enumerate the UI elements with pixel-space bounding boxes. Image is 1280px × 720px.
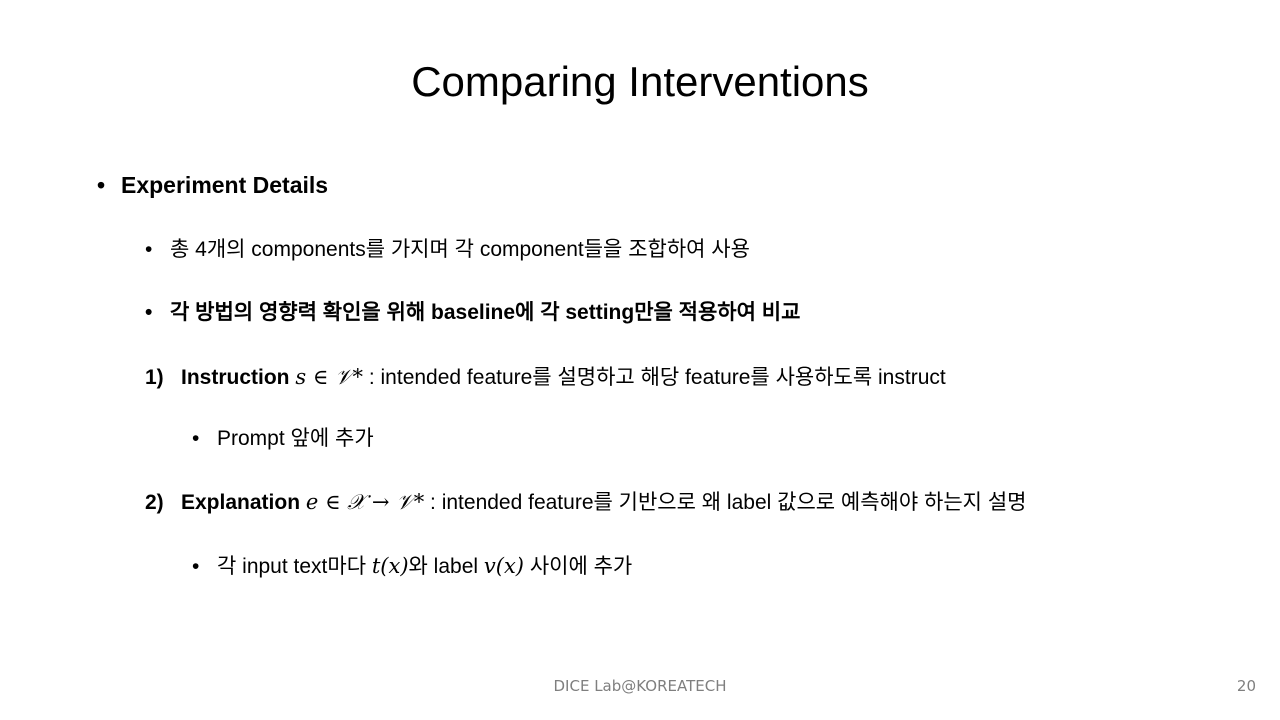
point-components: • 총 4개의 components를 가지며 각 component들을 조합하… <box>145 236 750 264</box>
point-baseline: • 각 방법의 영향력 확인을 위해 baseline에 각 setting만을 … <box>145 299 800 327</box>
item-number: 2) <box>145 491 164 514</box>
page-number: 20 <box>1236 677 1256 695</box>
math-t-x: t(x) <box>371 554 409 578</box>
slide-title: Comparing Interventions <box>411 58 869 105</box>
sub-explanation-suffix: 사이에 추가 <box>523 555 633 578</box>
sub-explanation-prefix: 각 input text마다 <box>217 555 372 578</box>
sub-instruction-text: Prompt 앞에 추가 <box>217 427 374 450</box>
sub-explanation-mid: 와 label <box>408 555 484 578</box>
item-math: e ∈ 𝒳 → 𝒱* <box>305 490 425 514</box>
section-heading: Experiment Details <box>121 172 329 198</box>
point-baseline-text: 각 방법의 영향력 확인을 위해 baseline에 각 setting만을 적… <box>170 301 801 324</box>
item-label: Instruction <box>181 366 290 389</box>
bullet: • <box>97 172 106 198</box>
math-v-x: v(x) <box>483 554 524 578</box>
sub-instruction: • Prompt 앞에 추가 <box>192 425 374 453</box>
item-text: : intended feature를 기반으로 왜 label 값으로 예측해… <box>424 491 1027 514</box>
footer-lab-name: DICE Lab@KOREATECH <box>553 677 727 695</box>
item-text: : intended feature를 설명하고 해당 feature를 사용하… <box>363 366 946 389</box>
bullet: • <box>192 555 200 578</box>
bullet: • <box>145 301 153 324</box>
item-number: 1) <box>145 366 164 389</box>
sub-explanation: • 각 input text마다 t(x)와 label v(x) 사이에 추가 <box>192 552 632 581</box>
item-label: Explanation <box>181 491 301 514</box>
bullet: • <box>145 238 153 261</box>
bullet: • <box>192 427 200 450</box>
point-components-text: 총 4개의 components를 가지며 각 component들을 조합하여… <box>170 238 750 261</box>
item-explanation: 2) Explanation e ∈ 𝒳 → 𝒱* : intended feat… <box>145 488 1026 517</box>
section-heading-row: • Experiment Details <box>97 171 328 199</box>
item-math: s ∈ 𝒱* <box>295 365 364 389</box>
item-instruction: 1) Instruction s ∈ 𝒱* : intended feature를… <box>145 363 946 392</box>
